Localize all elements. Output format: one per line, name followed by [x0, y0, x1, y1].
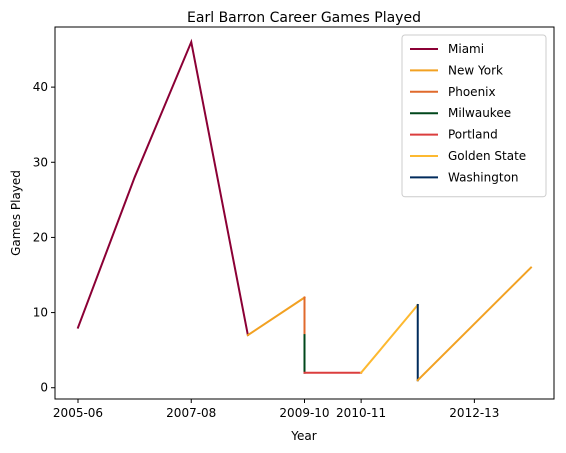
y-tick-label: 10 — [33, 306, 48, 320]
legend-label-portland: Portland — [448, 128, 498, 142]
x-axis: 2005-06 2007-08 2009-10 2010-11 2012-13 — [53, 399, 499, 420]
x-axis-label: Year — [290, 429, 316, 443]
legend-label-milwaukee: Milwaukee — [448, 106, 511, 120]
legend-label-washington: Washington — [448, 170, 519, 184]
x-tick-label: 2007-08 — [166, 406, 216, 420]
y-tick-label: 20 — [33, 230, 48, 244]
chart-title: Earl Barron Career Games Played — [187, 10, 421, 26]
y-tick-label: 30 — [33, 155, 48, 169]
y-tick-label: 40 — [33, 80, 48, 94]
legend-label-golden-state: Golden State — [448, 149, 526, 163]
x-tick-label: 2009-10 — [279, 406, 329, 420]
series-line-golden-state-5 — [359, 303, 420, 375]
legend-label-phoenix: Phoenix — [448, 85, 496, 99]
x-tick-label: 2010-11 — [336, 406, 386, 420]
x-tick-label: 2012-13 — [449, 406, 499, 420]
y-tick-label: 0 — [40, 381, 48, 395]
legend: Miami New York Phoenix Milwaukee Portland Gol… — [401, 34, 547, 198]
series-layer — [76, 38, 533, 382]
legend-label-miami: Miami — [448, 42, 484, 56]
y-axis: 0 10 20 30 40 — [33, 80, 55, 395]
y-axis-label: Games Played — [9, 170, 23, 256]
x-tick-label: 2005-06 — [53, 406, 103, 420]
series-line-new-york-7 — [416, 266, 533, 382]
legend-label-new-york: New York — [448, 63, 503, 77]
series-line-new-york-1 — [246, 296, 306, 337]
series-line-miami-0 — [76, 38, 250, 337]
